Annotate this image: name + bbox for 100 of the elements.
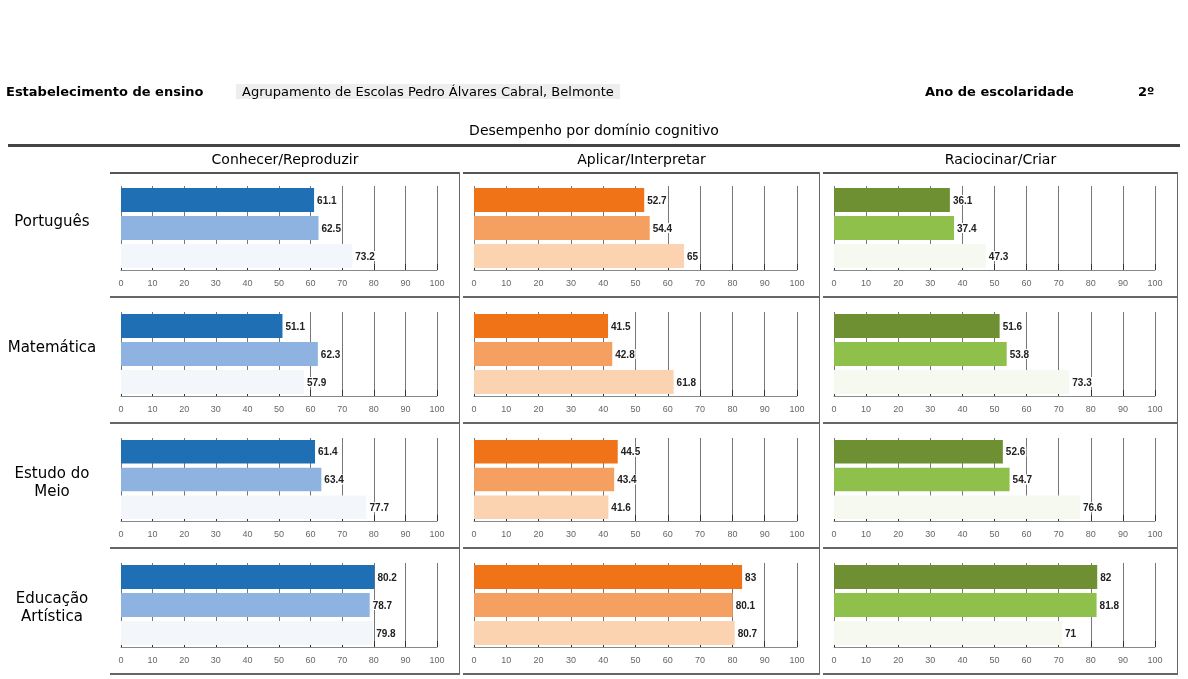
chart-title: Raciocinar/Criar xyxy=(823,148,1178,174)
x-tick-label: 90 xyxy=(1117,277,1128,288)
x-tick-label: 30 xyxy=(210,654,221,665)
x-tick-label: 10 xyxy=(501,528,512,539)
data-label: 37.4 xyxy=(957,222,977,234)
x-tick-label: 50 xyxy=(630,277,641,288)
x-tick-label: 100 xyxy=(789,654,805,665)
data-label: 52.6 xyxy=(1005,446,1026,458)
x-tick-label: 80 xyxy=(1085,528,1096,539)
data-label: 53.8 xyxy=(1009,348,1030,360)
data-label: 82 xyxy=(1100,571,1112,583)
text: Desempenho por domínio cognitivo xyxy=(468,122,720,138)
x-tick-label: 100 xyxy=(429,528,445,539)
x-tick-label: 20 xyxy=(533,403,544,414)
data-label: 54.4 xyxy=(652,222,673,234)
data-label: 51.6 xyxy=(1002,320,1023,332)
x-tick-label: 90 xyxy=(400,403,411,414)
data-label: 41.5 xyxy=(611,320,631,332)
data-label: 80.1 xyxy=(735,599,756,611)
x-tick-label: 20 xyxy=(179,403,190,414)
x-tick-label: 70 xyxy=(337,277,348,288)
x-tick-label: 100 xyxy=(1147,403,1163,414)
x-tick-label: 90 xyxy=(759,654,770,665)
x-tick-label: 90 xyxy=(759,528,770,539)
x-tick-label: 40 xyxy=(957,654,968,665)
y-axis-title: Matemática xyxy=(6,338,98,356)
x-tick-label: 90 xyxy=(400,277,411,288)
data-label: 80.2 xyxy=(377,571,398,583)
data-label: 54.7 xyxy=(1012,474,1033,485)
x-tick-label: 40 xyxy=(957,277,968,288)
x-tick-label: 40 xyxy=(242,277,253,288)
x-tick-label: 10 xyxy=(861,277,872,288)
x-tick-label: 30 xyxy=(565,528,576,539)
text: 2º xyxy=(1138,84,1155,99)
x-tick-label: 0 xyxy=(831,654,837,665)
x-tick-label: 80 xyxy=(727,403,738,414)
x-tick-label: 70 xyxy=(1053,654,1064,665)
data-label: 61.1 xyxy=(317,194,337,206)
x-tick-label: 70 xyxy=(1053,403,1064,414)
x-tick-label: 10 xyxy=(501,654,512,665)
x-tick-label: 0 xyxy=(471,654,477,665)
x-tick-label: 80 xyxy=(368,654,379,665)
x-tick-label: 50 xyxy=(273,654,285,665)
x-tick-label: 40 xyxy=(242,654,253,665)
data-label: 47.3 xyxy=(988,250,1009,262)
x-tick-label: 10 xyxy=(147,277,158,288)
text: Ano de escolaridade xyxy=(925,84,1074,99)
x-tick-label: 20 xyxy=(893,403,904,414)
x-tick-label: 50 xyxy=(630,528,641,539)
x-tick-label: 60 xyxy=(305,528,316,539)
x-tick-label: 50 xyxy=(273,403,285,414)
data-label: 43.4 xyxy=(617,474,638,485)
x-tick-label: 90 xyxy=(400,528,411,539)
x-tick-label: 80 xyxy=(727,654,738,665)
x-tick-label: 80 xyxy=(727,528,738,539)
x-tick-label: 20 xyxy=(533,277,544,288)
x-tick-label: 50 xyxy=(630,654,641,665)
x-tick-label: 30 xyxy=(210,403,221,414)
x-tick-label: 100 xyxy=(429,654,445,665)
x-tick-label: 80 xyxy=(368,403,379,414)
x-tick-label: 30 xyxy=(210,528,221,539)
y-axis-title: Português xyxy=(13,212,91,230)
x-tick-label: 0 xyxy=(831,528,837,539)
x-tick-label: 60 xyxy=(1021,403,1032,414)
x-tick-label: 30 xyxy=(925,654,936,665)
x-tick-label: 90 xyxy=(1117,654,1128,665)
x-tick-label: 70 xyxy=(1053,277,1064,288)
data-label: 65 xyxy=(686,250,699,262)
x-tick-label: 70 xyxy=(337,403,348,414)
x-tick-label: 70 xyxy=(695,277,706,288)
x-tick-label: 80 xyxy=(1085,403,1096,414)
x-tick-label: 20 xyxy=(533,654,544,665)
x-tick-label: 90 xyxy=(759,277,770,288)
x-tick-label: 10 xyxy=(147,654,158,665)
data-label: 42.8 xyxy=(615,348,636,360)
x-tick-label: 100 xyxy=(1147,654,1163,665)
x-tick-label: 80 xyxy=(727,277,738,288)
x-tick-label: 40 xyxy=(598,277,609,288)
x-tick-label: 40 xyxy=(242,528,253,539)
x-tick-label: 90 xyxy=(759,403,770,414)
x-tick-label: 30 xyxy=(565,654,576,665)
x-tick-label: 10 xyxy=(147,528,158,539)
x-tick-label: 40 xyxy=(598,654,609,665)
data-label: 44.5 xyxy=(620,446,641,458)
x-tick-label: 20 xyxy=(179,528,190,539)
x-tick-label: 100 xyxy=(789,528,805,539)
data-label: 57.9 xyxy=(306,376,327,388)
x-tick-label: 60 xyxy=(662,528,673,539)
x-tick-label: 100 xyxy=(789,277,805,288)
x-tick-label: 0 xyxy=(471,403,477,414)
x-tick-label: 100 xyxy=(429,277,445,288)
x-tick-label: 70 xyxy=(1053,528,1064,539)
data-label: 51.1 xyxy=(285,320,306,332)
data-label: 52.7 xyxy=(647,194,668,206)
x-tick-label: 10 xyxy=(861,654,872,665)
x-tick-label: 40 xyxy=(598,403,609,414)
x-tick-label: 90 xyxy=(1117,528,1128,539)
x-tick-label: 10 xyxy=(501,403,512,414)
x-tick-label: 40 xyxy=(957,528,968,539)
data-label: 78.7 xyxy=(372,599,393,611)
